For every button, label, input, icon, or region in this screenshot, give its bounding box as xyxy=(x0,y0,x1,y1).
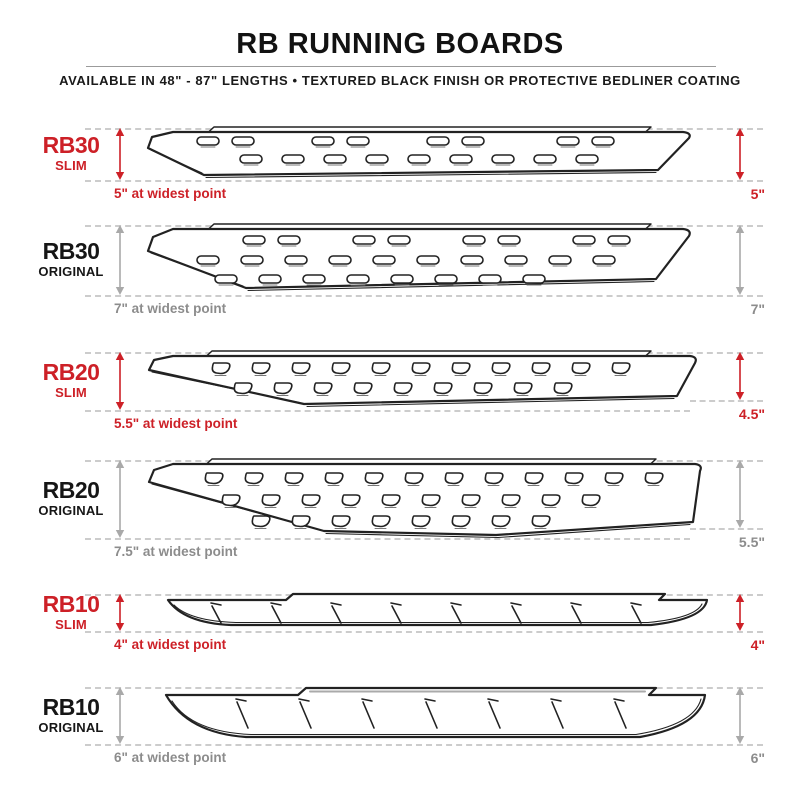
bottom-reference-dashed-line xyxy=(85,295,763,297)
bottom-reference-dashed-line xyxy=(85,744,763,746)
right-reference-dashed-line xyxy=(690,400,763,402)
variant-name: SLIM xyxy=(55,616,87,632)
variant-name: ORIGINAL xyxy=(38,719,104,735)
height-label: 5.5" xyxy=(738,534,765,550)
variant-name: ORIGINAL xyxy=(38,264,104,279)
board-drawing-rb30-slim xyxy=(146,126,714,195)
model-label-block: RB30 SLIM xyxy=(14,132,128,173)
variant-name: SLIM xyxy=(55,385,87,400)
width-note: 5.5" at widest point xyxy=(114,416,238,431)
bottom-reference-dashed-line xyxy=(85,538,690,540)
left-dimension-arrow xyxy=(113,128,127,180)
title-divider xyxy=(86,66,716,67)
right-dimension-arrow xyxy=(733,687,747,744)
right-dimension-arrow xyxy=(733,594,747,631)
variant-name: ORIGINAL xyxy=(38,503,104,518)
board-drawing-rb10-original xyxy=(146,685,714,759)
left-dimension-arrow xyxy=(113,687,127,744)
model-label-block: RB30 ORIGINAL xyxy=(14,238,128,279)
model-name: RB30 xyxy=(42,238,100,264)
model-name: RB10 xyxy=(42,693,100,720)
height-label: 4.5" xyxy=(738,406,765,422)
model-label-block: RB10 SLIM xyxy=(14,590,128,632)
bottom-reference-dashed-line xyxy=(85,180,763,182)
model-name: RB20 xyxy=(42,477,100,503)
width-note: 6" at widest point xyxy=(114,750,227,765)
bottom-reference-dashed-line xyxy=(85,631,763,633)
model-label-block: RB20 ORIGINAL xyxy=(14,477,128,518)
right-dimension-arrow xyxy=(733,460,747,528)
width-note: 5" at widest point xyxy=(114,186,227,201)
board-drawing-rb20-original xyxy=(146,458,714,553)
left-dimension-arrow xyxy=(113,594,127,631)
width-note: 4" at widest point xyxy=(114,637,227,652)
right-dimension-arrow xyxy=(733,128,747,180)
variant-name: SLIM xyxy=(55,158,87,173)
right-dimension-arrow xyxy=(733,352,747,400)
model-label-block: RB10 ORIGINAL xyxy=(14,693,128,735)
model-label-block: RB20 SLIM xyxy=(14,359,128,400)
board-drawing-rb30-original xyxy=(146,223,714,310)
model-name: RB20 xyxy=(42,359,100,385)
model-name: RB10 xyxy=(42,590,100,617)
board-drawing-rb10-slim xyxy=(146,592,714,646)
model-name: RB30 xyxy=(42,132,100,158)
page-title: RB RUNNING BOARDS xyxy=(236,28,564,60)
page-subtitle: AVAILABLE IN 48" - 87" LENGTHS • TEXTURE… xyxy=(59,73,741,88)
right-reference-dashed-line xyxy=(690,528,763,530)
height-label: 7" xyxy=(750,301,765,317)
width-note: 7" at widest point xyxy=(114,301,227,316)
height-label: 6" xyxy=(750,750,765,766)
left-dimension-arrow xyxy=(113,225,127,295)
height-label: 5" xyxy=(750,186,765,202)
right-dimension-arrow xyxy=(733,225,747,295)
left-dimension-arrow xyxy=(113,352,127,410)
board-drawing-rb20-slim xyxy=(146,350,714,425)
height-label: 4" xyxy=(750,637,765,653)
bottom-reference-dashed-line xyxy=(85,410,690,412)
left-dimension-arrow xyxy=(113,460,127,538)
width-note: 7.5" at widest point xyxy=(114,544,238,559)
